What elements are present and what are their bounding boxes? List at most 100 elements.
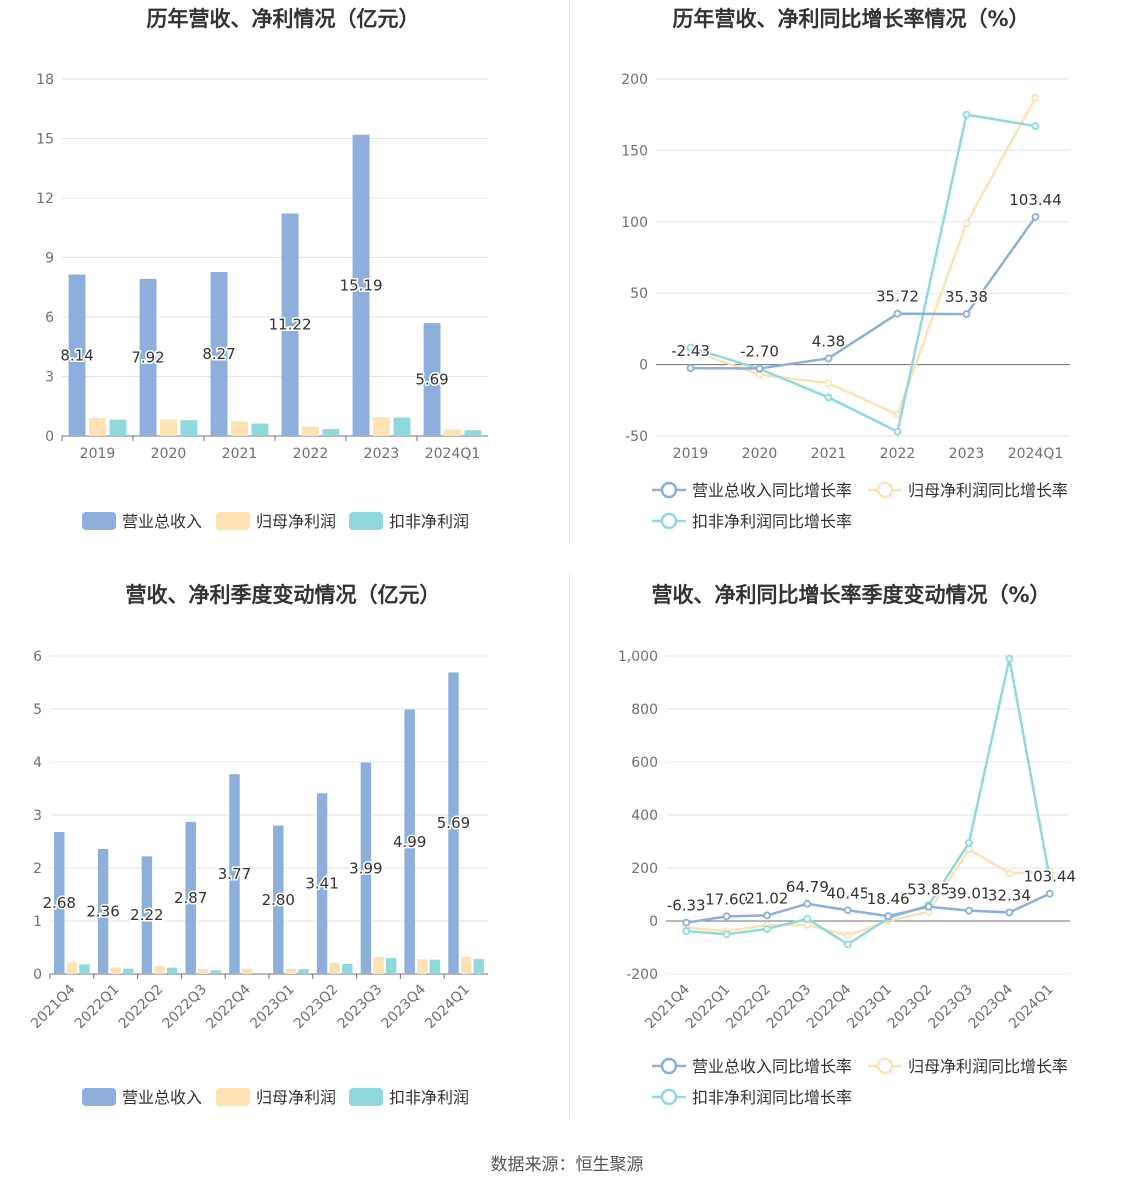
legend-swatch <box>216 1088 250 1106</box>
bar <box>285 968 297 974</box>
data-label: 5.69 <box>437 814 470 832</box>
data-point <box>686 343 695 352</box>
bar <box>298 969 309 974</box>
bar <box>139 278 157 436</box>
data-label: 7.92 <box>131 348 164 366</box>
x-tick-label: 2022Q4 <box>203 981 254 1032</box>
chart-quarterly-growth-rate-svg: 营收、净利同比增长率季度变动情况（%） -200 0 200 400 600 800 1,00… <box>618 583 1078 1107</box>
data-point <box>824 379 833 388</box>
data-label: 2.80 <box>262 891 295 909</box>
y-tick-label: 150 <box>621 143 648 159</box>
bar <box>404 709 415 974</box>
legend-label: 归母净利润同比增长率 <box>908 1057 1068 1076</box>
data-label: 5.69 <box>415 371 448 389</box>
bar <box>373 417 390 436</box>
y-tick-label: 0 <box>45 429 54 445</box>
chart-quarterly-revenue-profit-svg: 营收、净利季度变动情况（亿元） 0 1 2 3 4 5 6 2021Q42022Q12022Q2… <box>28 583 488 1107</box>
series-line <box>690 113 1036 434</box>
x-tick-label: 2019 <box>80 446 116 462</box>
y-tick-label: 200 <box>631 861 658 877</box>
bar <box>68 274 86 436</box>
y-tick-label: 2 <box>33 861 42 877</box>
legend-label: 归母净利润 <box>256 1088 336 1107</box>
data-point <box>722 930 731 939</box>
data-label: 17.60 <box>705 890 748 908</box>
data-point <box>763 925 771 933</box>
data-point <box>824 393 833 402</box>
x-tick-label: 2022 <box>293 446 329 462</box>
legend-label: 归母净利润同比增长率 <box>908 481 1068 500</box>
bar <box>254 972 265 974</box>
y-tick-label: 100 <box>621 215 648 231</box>
legend-swatch <box>82 1088 116 1106</box>
bar <box>89 418 106 436</box>
data-label: 64.79 <box>786 878 829 896</box>
y-tick-label: -50 <box>625 429 648 445</box>
data-point <box>824 354 833 363</box>
data-point <box>1005 908 1014 917</box>
bar <box>360 762 372 974</box>
bar <box>210 271 228 436</box>
data-point <box>1031 122 1040 131</box>
y-tick-label: 200 <box>621 72 648 88</box>
series-line <box>690 216 1037 370</box>
data-point <box>965 838 973 847</box>
data-label: 103.44 <box>1024 868 1077 886</box>
y-tick-label: 0 <box>649 914 658 930</box>
bar <box>393 417 411 436</box>
panel-divider-bottom <box>569 574 570 1119</box>
bar <box>342 963 353 974</box>
legend-label: 营业总收入 <box>122 512 202 531</box>
data-point <box>1005 654 1014 663</box>
y-tick-label: 9 <box>45 251 54 267</box>
x-tick-label: 2022Q1 <box>72 982 123 1033</box>
x-tick-label: 2022Q2 <box>116 982 167 1033</box>
data-point <box>965 906 973 915</box>
bar <box>141 856 153 974</box>
bar <box>160 419 177 436</box>
data-label: 3.99 <box>349 859 382 877</box>
data-label: 103.44 <box>1009 191 1062 209</box>
data-label: 39.01 <box>948 885 991 903</box>
data-point <box>803 914 812 923</box>
data-point <box>1005 869 1014 878</box>
y-tick-label: -200 <box>626 967 658 983</box>
y-tick-label: 12 <box>36 191 54 207</box>
y-tick-label: 600 <box>631 755 658 771</box>
bar <box>417 959 428 974</box>
bar <box>460 956 472 974</box>
data-label: 21.02 <box>746 889 789 907</box>
y-tick-label: 6 <box>33 649 42 665</box>
x-tick-label: 2023Q2 <box>291 982 342 1033</box>
data-label: 2.36 <box>86 902 119 920</box>
x-tick-label: 2019 <box>673 446 709 462</box>
x-tick-label: 2023 <box>949 446 985 462</box>
bar <box>66 962 78 974</box>
bar <box>110 967 121 974</box>
bar <box>79 964 90 974</box>
bar <box>166 967 178 974</box>
y-tick-label: 6 <box>45 310 54 326</box>
data-point <box>686 364 695 372</box>
data-label: 3.77 <box>218 865 251 883</box>
bar <box>198 969 209 974</box>
y-tick-label: 400 <box>631 808 658 824</box>
y-tick-label: 4 <box>33 755 42 771</box>
data-point <box>722 912 731 921</box>
bar <box>180 420 198 436</box>
y-tick-label: 50 <box>630 286 648 302</box>
legend-swatch-marker <box>660 481 678 499</box>
y-tick-label: 0 <box>33 967 42 983</box>
data-point <box>843 940 852 949</box>
data-label: 11.22 <box>269 316 312 334</box>
data-point <box>1045 874 1054 883</box>
x-tick-label: 2022 <box>880 446 916 462</box>
data-label: 35.38 <box>945 288 988 306</box>
data-label: -6.33 <box>667 897 706 915</box>
series-line <box>686 847 1050 937</box>
series-line <box>686 892 1051 924</box>
panel-divider-top <box>569 0 570 545</box>
legend-swatch <box>349 1088 383 1106</box>
data-label: 18.46 <box>867 890 910 908</box>
data-point <box>803 921 812 929</box>
